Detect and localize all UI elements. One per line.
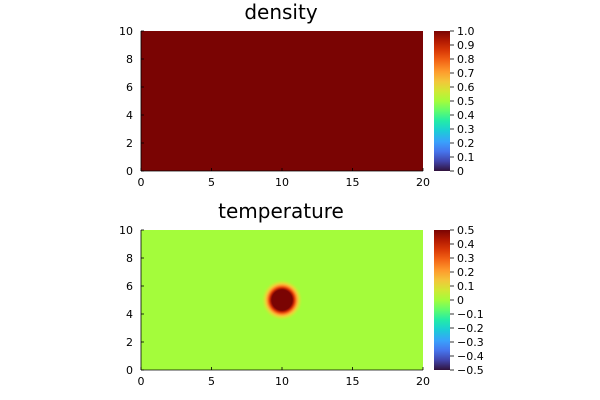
x-tick-label: 5 (208, 176, 215, 189)
y-tick-label: 6 (126, 280, 133, 293)
colorbar-gradient (434, 31, 450, 171)
y-tick-label: 10 (119, 25, 133, 38)
colorbar-tick-label: 0.1 (457, 151, 475, 164)
colorbar-tick-label: −0.3 (457, 336, 484, 349)
y-tick-label: 2 (126, 137, 133, 150)
x-tick-label: 20 (416, 375, 430, 388)
y-tick-label: 8 (126, 53, 133, 66)
y-tick-label: 10 (119, 224, 133, 237)
x-tick-label: 15 (346, 176, 360, 189)
colorbar-tick-label: −0.4 (457, 350, 484, 363)
x-tick-label: 10 (275, 176, 289, 189)
x-tick-label: 0 (138, 176, 145, 189)
colorbar-tick-label: 0 (457, 294, 464, 307)
x-tick-label: 20 (416, 176, 430, 189)
y-tick-label: 2 (126, 336, 133, 349)
y-tick-label: 6 (126, 81, 133, 94)
x-tick-label: 5 (208, 375, 215, 388)
density-plot-area (141, 31, 423, 171)
colorbar-tick-label: 0.5 (457, 95, 475, 108)
y-tick-label: 4 (126, 109, 133, 122)
y-tick-label: 8 (126, 252, 133, 265)
colorbar-tick-label: 0.1 (457, 280, 475, 293)
x-tick-label: 15 (346, 375, 360, 388)
temperature-plot-area (141, 230, 423, 370)
heatmap-field (141, 31, 423, 171)
colorbar-tick-label: 0.3 (457, 123, 475, 136)
colorbar-tick-label: 0.2 (457, 266, 475, 279)
colorbar-gradient (434, 230, 450, 370)
colorbar-tick-label: 0.8 (457, 53, 475, 66)
y-tick-label: 0 (126, 165, 133, 178)
colorbar-tick-label: 0.4 (457, 109, 475, 122)
colorbar-tick-label: 0.3 (457, 252, 475, 265)
density-title: density (244, 0, 317, 24)
colorbar-tick-label: 0.5 (457, 224, 475, 237)
temperature-title: temperature (218, 199, 344, 223)
x-tick-label: 0 (138, 375, 145, 388)
density-x-axis: 0 5 10 15 20 (138, 168, 430, 189)
colorbar-tick-label: −0.2 (457, 322, 484, 335)
temperature-y-axis: 0 2 4 6 8 10 (119, 224, 144, 377)
colorbar-tick-label: 0.9 (457, 39, 475, 52)
y-tick-label: 4 (126, 308, 133, 321)
density-y-axis: 0 2 4 6 8 10 (119, 25, 144, 178)
colorbar-tick-label: −0.5 (457, 364, 484, 377)
colorbar-tick-label: 0 (457, 165, 464, 178)
x-tick-label: 10 (275, 375, 289, 388)
y-tick-label: 0 (126, 364, 133, 377)
colorbar-tick-label: −0.1 (457, 308, 484, 321)
colorbar-tick-label: 0.6 (457, 81, 475, 94)
temperature-colorbar: −0.5−0.4−0.3−0.2−0.100.10.20.30.40.5 (434, 224, 484, 377)
colorbar-tick-label: 0.2 (457, 137, 475, 150)
temperature-x-axis: 0 5 10 15 20 (138, 367, 430, 388)
density-colorbar: 00.10.20.30.40.50.60.70.80.91.0 (434, 25, 475, 178)
colorbar-tick-label: 1.0 (457, 25, 475, 38)
colorbar-tick-label: 0.4 (457, 238, 475, 251)
temperature-hotspot (261, 279, 303, 321)
colorbar-tick-label: 0.7 (457, 67, 475, 80)
